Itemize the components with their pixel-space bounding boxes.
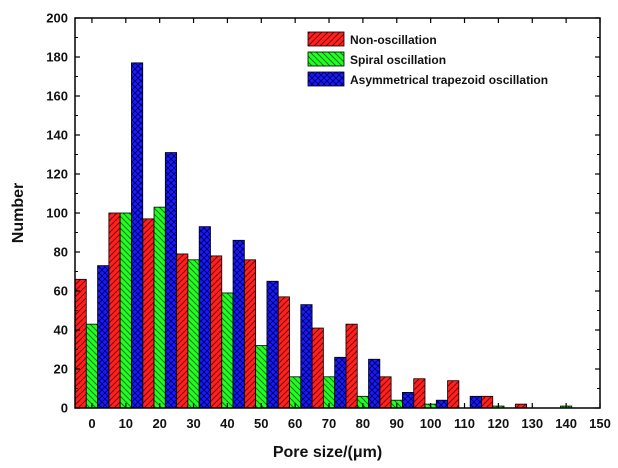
legend: Non-oscillation Spiral oscillation Asymmet… (307, 31, 548, 87)
bar-series-2-bin-30 (198, 226, 211, 409)
x-axis-title: Pore size/(μm) (273, 444, 382, 461)
bar-series-0-bin-60 (277, 296, 290, 409)
x-tick-label-40: 40 (220, 416, 234, 431)
ticks-group: 0 10 20 30 40 50 60 70 80 90 100 110 120 130 140 150 0 20… (46, 11, 611, 432)
legend-label-0: Non-oscillation (350, 33, 437, 47)
legend-label-2: Asymmetrical trapezoid oscillation (350, 73, 548, 87)
y-tick-label-0: 0 (61, 401, 68, 416)
bar-series-0-bin-80 (345, 323, 358, 409)
bar-series-1-bin-50 (255, 345, 268, 409)
y-tick-label-40: 40 (54, 323, 68, 338)
x-tick-label-90: 90 (390, 416, 404, 431)
bar-series-2-bin-100 (435, 399, 448, 409)
bars-group (74, 62, 573, 409)
x-tick-label-150: 150 (589, 416, 611, 431)
bar-series-0-bin-10 (108, 212, 121, 409)
y-tick-label-180: 180 (46, 50, 68, 65)
x-tick-label-10: 10 (119, 416, 133, 431)
bar-series-2-bin-70 (334, 356, 347, 409)
x-tick-label-70: 70 (322, 416, 336, 431)
y-tick-label-160: 160 (46, 89, 68, 104)
bar-series-2-bin-80 (368, 358, 381, 409)
x-tick-label-100: 100 (420, 416, 442, 431)
bar-series-0-bin-90 (379, 376, 392, 409)
bar-series-1-bin-0 (85, 323, 98, 409)
bar-series-2-bin-110 (469, 395, 482, 409)
x-tick-label-50: 50 (254, 416, 268, 431)
legend-swatch-1 (307, 51, 345, 67)
bar-series-0-bin-70 (311, 327, 324, 409)
bar-series-0-bin-30 (176, 253, 189, 409)
bar-series-0-bin-40 (210, 255, 223, 409)
x-tick-label-80: 80 (356, 416, 370, 431)
bar-series-2-bin-40 (232, 239, 245, 409)
bar-series-0-bin-110 (447, 380, 460, 409)
y-tick-label-120: 120 (46, 167, 68, 182)
legend-swatch-2 (307, 71, 345, 87)
y-tick-label-20: 20 (54, 362, 68, 377)
legend-swatch-0 (307, 31, 345, 47)
x-tick-label-130: 130 (521, 416, 543, 431)
legend-label-1: Spiral oscillation (350, 53, 446, 67)
y-axis-title: Number (10, 183, 27, 243)
bar-series-1-bin-30 (187, 259, 200, 409)
bar-series-2-bin-0 (97, 265, 110, 409)
bar-series-1-bin-40 (221, 292, 234, 409)
bar-series-1-bin-10 (119, 212, 132, 409)
bar-series-1-bin-20 (153, 206, 166, 409)
bar-series-0-bin-120 (481, 395, 494, 409)
x-tick-label-30: 30 (186, 416, 200, 431)
x-tick-label-20: 20 (152, 416, 166, 431)
x-tick-label-110: 110 (454, 416, 475, 431)
bar-series-2-bin-50 (266, 280, 279, 409)
x-tick-label-0: 0 (88, 416, 95, 431)
y-tick-label-100: 100 (46, 206, 68, 221)
bar-series-0-bin-100 (413, 378, 426, 409)
y-tick-label-60: 60 (54, 284, 68, 299)
bar-series-2-bin-90 (402, 391, 415, 409)
bar-series-2-bin-60 (300, 304, 313, 409)
x-tick-label-120: 120 (488, 416, 510, 431)
bar-series-2-bin-10 (131, 62, 144, 409)
bar-series-0-bin-50 (243, 259, 257, 409)
bar-series-0-bin-20 (142, 218, 155, 409)
bar-series-2-bin-20 (164, 152, 178, 409)
x-tick-label-140: 140 (555, 416, 577, 431)
y-tick-label-140: 140 (46, 128, 68, 143)
x-tick-label-60: 60 (288, 416, 302, 431)
y-tick-label-80: 80 (54, 245, 68, 260)
y-tick-label-200: 200 (46, 11, 68, 26)
